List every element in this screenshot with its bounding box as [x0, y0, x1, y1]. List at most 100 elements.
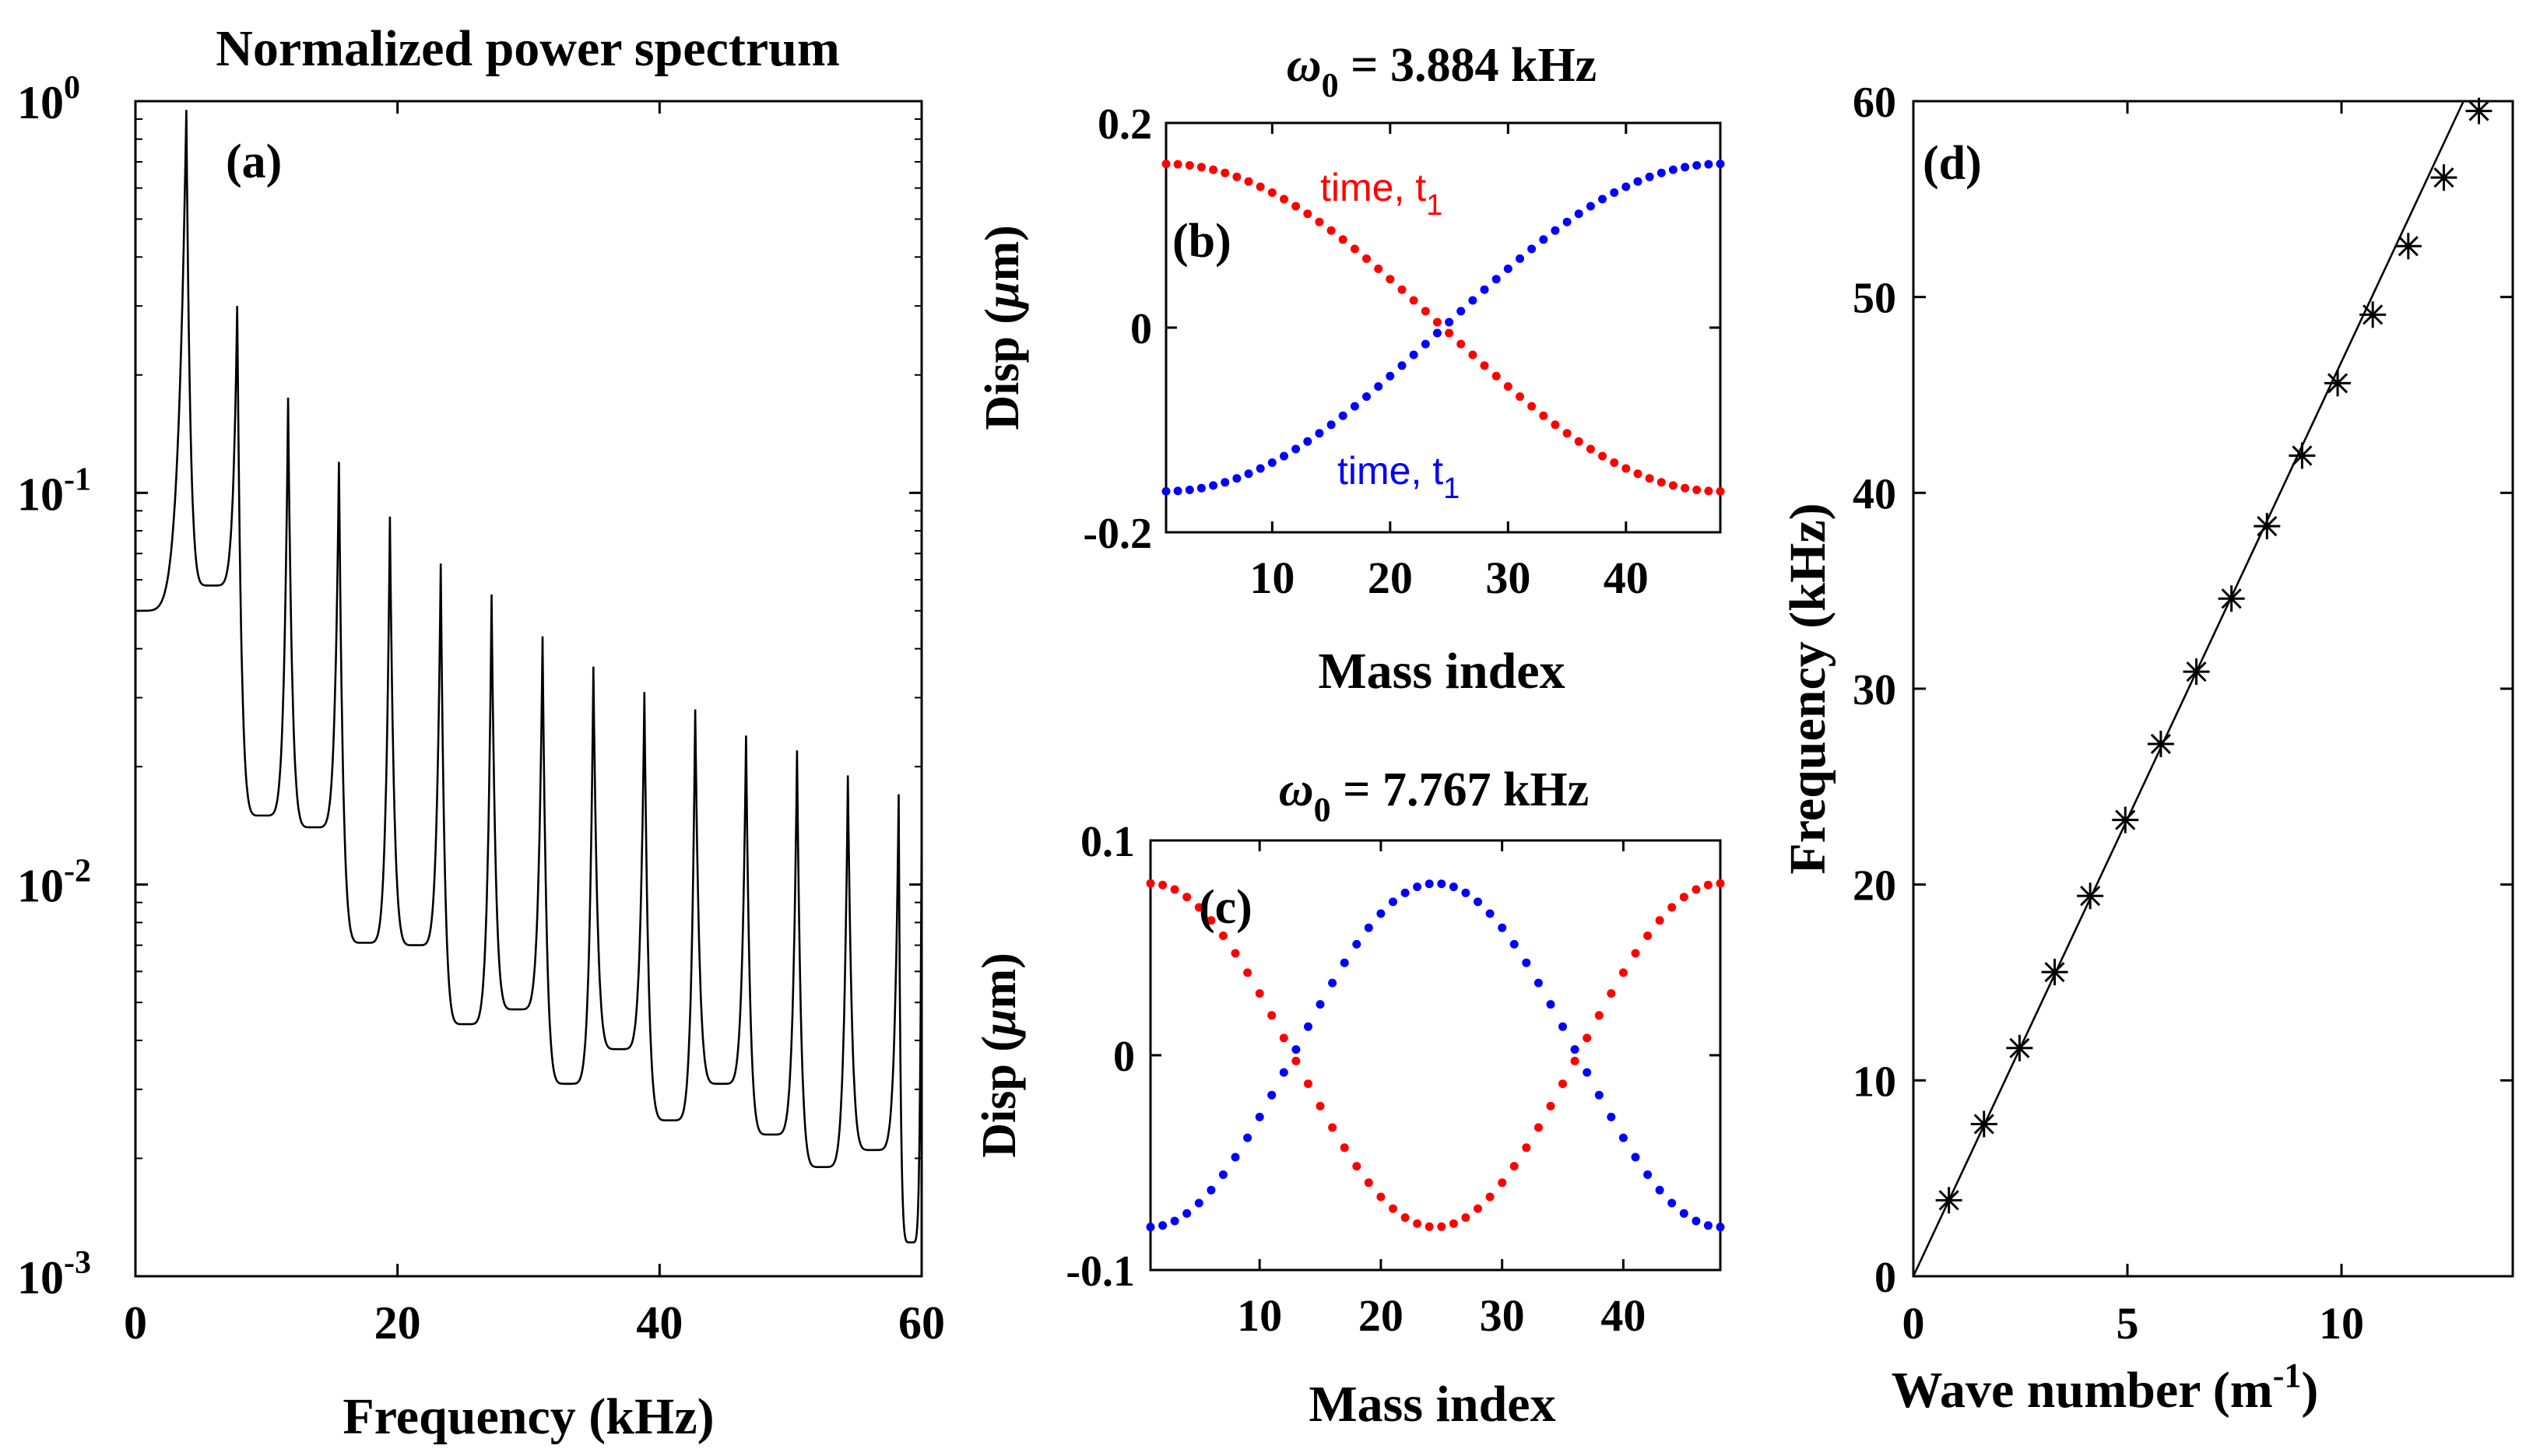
asterisk-marker [2077, 882, 2104, 910]
mass-displacement-point [1655, 1185, 1664, 1195]
mass-displacement-point [1503, 382, 1512, 391]
panel-d: 0 10 20 30 40 50 60 0 5 10 (d) Frequency (kHz) W… [1779, 79, 2514, 1419]
mass-displacement-point [1231, 1153, 1240, 1162]
panel-a-x-axis-label: Frequency (kHz) [343, 1388, 714, 1445]
mass-displacement-point [1449, 1219, 1458, 1228]
mass-displacement-point [1400, 888, 1410, 897]
panel-b-annotation-blue: time, t1 [1337, 449, 1460, 505]
mass-displacement-point [1562, 217, 1572, 226]
x-tick-label: 40 [1604, 553, 1649, 603]
mass-displacement-point [1173, 160, 1182, 169]
mass-displacement-point [1498, 923, 1507, 932]
x-tick-label: 30 [1480, 1290, 1525, 1341]
mass-displacement-point [1209, 481, 1218, 490]
mass-displacement-point [1692, 486, 1702, 494]
mass-displacement-point [1703, 1221, 1713, 1230]
mass-displacement-point [1716, 486, 1725, 496]
mass-displacement-point [1267, 1090, 1277, 1100]
x-tick-label: 0 [1902, 1298, 1925, 1349]
mass-displacement-point [1594, 1011, 1604, 1020]
mass-displacement-point [1374, 382, 1383, 391]
mass-displacement-point [1291, 1056, 1301, 1065]
mass-displacement-point [1618, 1133, 1628, 1142]
mass-displacement-point [1256, 464, 1265, 473]
mass-displacement-point [1509, 939, 1519, 949]
asterisk-stroke [2115, 809, 2136, 830]
y-tick-label: 50 [1853, 275, 1896, 323]
mass-displacement-point [1498, 1178, 1507, 1188]
mass-displacement-point [1570, 1045, 1579, 1054]
panel-d-y-axis-label: Frequency (kHz) [1779, 503, 1836, 874]
mass-displacement-point [1386, 371, 1395, 381]
mass-displacement-point [1527, 402, 1537, 411]
mass-displacement-point [1182, 893, 1192, 902]
mass-displacement-point [1485, 1192, 1495, 1202]
asterisk-stroke [2292, 445, 2313, 466]
mass-displacement-point [1255, 1112, 1264, 1121]
asterisk-stroke [2150, 733, 2171, 755]
mass-displacement-point [1558, 1022, 1567, 1031]
mass-displacement-point [1291, 202, 1301, 211]
mass-displacement-point [1279, 1068, 1288, 1077]
panel-d-axes-box [1912, 100, 2514, 1278]
mass-displacement-point [1598, 451, 1607, 461]
mass-displacement-point [1456, 339, 1466, 349]
mass-displacement-point [1474, 897, 1482, 907]
panel-a-title: Normalized power spectrum [216, 20, 840, 77]
mass-displacement-point [1218, 931, 1228, 940]
panel-c-x-ticks: 10 20 30 40 [1237, 840, 1646, 1341]
mass-displacement-point [1326, 226, 1336, 235]
x-tick-label: 40 [1600, 1290, 1646, 1341]
mass-displacement-point [1522, 1143, 1531, 1153]
asterisk-marker [1970, 1110, 1997, 1138]
x-tick-label: 10 [1249, 553, 1295, 603]
panel-d-x-ticks: 0 5 10 [1902, 101, 2364, 1349]
asterisk-marker [2254, 513, 2281, 540]
asterisk-marker [2465, 97, 2493, 125]
mass-displacement-point [1421, 339, 1430, 349]
mass-displacement-point [1374, 264, 1383, 273]
asterisk-stroke [2044, 962, 2065, 983]
mass-displacement-point [1586, 202, 1595, 211]
linear-fit-line [1912, 100, 2464, 1277]
mass-displacement-point [1161, 160, 1171, 169]
mass-displacement-point [1643, 1170, 1653, 1179]
mass-displacement-point [1350, 244, 1359, 254]
mass-displacement-point [1170, 1216, 1179, 1226]
mass-displacement-point [1340, 958, 1349, 967]
mass-displacement-point [1551, 420, 1560, 430]
mass-displacement-point [1437, 1222, 1446, 1231]
mass-displacement-point [1291, 1045, 1301, 1054]
mass-displacement-point [1655, 916, 1664, 925]
mass-displacement-point [1539, 411, 1548, 420]
mass-displacement-point [1256, 182, 1265, 191]
panel-a-panel-label: (a) [226, 135, 282, 188]
panel-c-plot-area [1146, 879, 1725, 1232]
mass-displacement-point [1291, 444, 1301, 454]
mass-displacement-point [1409, 296, 1418, 305]
mass-displacement-point [1445, 328, 1454, 338]
mass-displacement-point [1503, 264, 1512, 273]
mass-displacement-point [1316, 1000, 1325, 1009]
panel-b-y-axis-label: Disp (μm) [976, 225, 1029, 430]
mass-displacement-point [1551, 226, 1560, 235]
asterisk-stroke [2080, 886, 2101, 907]
asterisk-marker [2006, 1034, 2033, 1061]
y-tick-label: 60 [1853, 79, 1896, 127]
mass-displacement-point [1303, 437, 1312, 446]
mass-displacement-point [1352, 1162, 1361, 1171]
mass-displacement-point [1413, 1219, 1422, 1228]
panel-c-y-ticks: 0.1 0 -0.1 [1066, 818, 1720, 1296]
mass-displacement-point [1656, 168, 1666, 177]
asterisk-marker [2218, 585, 2245, 612]
mass-displacement-point [1338, 411, 1347, 420]
mass-displacement-point [1267, 1011, 1277, 1020]
mass-displacement-point [1692, 885, 1701, 894]
mass-displacement-point [1570, 1056, 1579, 1065]
panel-b-y-ticks: 0.2 0 -0.2 [1083, 100, 1720, 558]
mass-displacement-point [1196, 163, 1206, 172]
mass-displacement-point [1509, 1162, 1519, 1171]
mass-displacement-point [1704, 160, 1713, 169]
y-tick-label: -0.2 [1083, 510, 1152, 558]
